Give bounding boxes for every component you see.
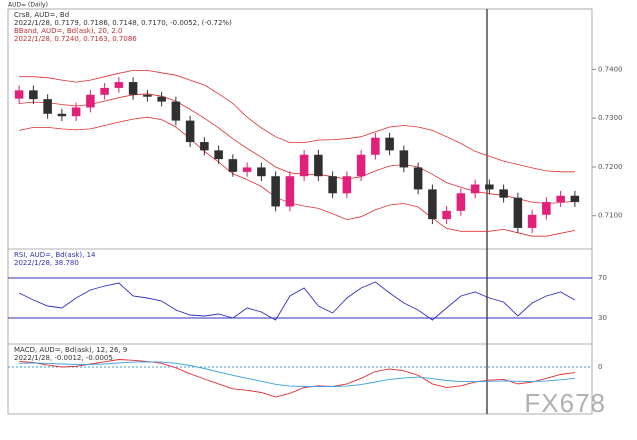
- y-tick-label: 70: [598, 274, 607, 282]
- plot-frame: [7, 8, 593, 415]
- candle-body: [299, 154, 309, 177]
- candle-body: [86, 94, 95, 108]
- y-tick-label: 0.7400: [598, 65, 623, 73]
- candle-body: [342, 176, 352, 194]
- candle-body: [257, 167, 266, 177]
- watermark: FX678: [524, 388, 606, 418]
- rsi-title: RSI, AUD=, Bd(ask), 14: [14, 251, 96, 259]
- candle-body: [57, 113, 67, 117]
- y-tick-label: 0: [598, 363, 602, 371]
- line: [19, 70, 575, 173]
- candle-body: [527, 214, 537, 228]
- price-title: Crs8, AUD=, Bd: [14, 11, 69, 19]
- candle-body: [356, 154, 366, 177]
- candle-body: [14, 90, 24, 99]
- candle-body: [114, 82, 124, 88]
- candle-body: [470, 184, 480, 194]
- candle-body: [413, 167, 423, 190]
- candle-body: [513, 197, 523, 228]
- candle-body: [43, 99, 52, 114]
- candle-body: [157, 96, 166, 102]
- macd-title: MACD, AUD=, Bd(ask), 12, 26, 9: [14, 346, 127, 354]
- candle-body: [499, 189, 508, 198]
- window-title: AUD= (Daily): [8, 2, 48, 9]
- candle-body: [285, 176, 295, 207]
- candle-body: [385, 137, 394, 151]
- candle-body: [442, 210, 451, 220]
- rsi-subtitle: 2022/1/28, 38.780: [14, 259, 79, 267]
- line: [18, 281, 576, 321]
- band-label: BBand, AUD=, Bd(ask), 20, 2.0: [14, 27, 122, 35]
- candle-body: [556, 195, 565, 203]
- candle-body: [185, 120, 195, 143]
- y-tick-label: 0.7300: [598, 114, 623, 122]
- candle-body: [314, 154, 323, 177]
- line: [19, 93, 575, 204]
- line: [19, 116, 575, 237]
- candle-body: [399, 150, 409, 168]
- candle-body: [271, 176, 280, 207]
- candle-body: [456, 193, 466, 211]
- line: [19, 361, 575, 387]
- candle-body: [328, 176, 337, 194]
- candle-body: [428, 189, 437, 220]
- candle-body: [71, 107, 81, 117]
- candle-body: [200, 142, 209, 151]
- candle-body: [570, 195, 580, 203]
- candle-body: [128, 82, 138, 95]
- candle-body: [242, 167, 252, 172]
- candle-body: [143, 94, 152, 97]
- y-tick-label: 30: [598, 314, 607, 322]
- band-values: 2022/1/28, 0.7240, 0.7163, 0.7086: [14, 35, 137, 43]
- candle-body: [371, 137, 380, 155]
- macd-subtitle: 2022/1/28, -0.0012, -0.0005: [14, 354, 113, 362]
- candle-body: [228, 159, 238, 172]
- candle-body: [214, 150, 223, 160]
- candle-body: [100, 87, 109, 95]
- candle-body: [485, 184, 494, 190]
- candle-body: [542, 202, 551, 215]
- candle-body: [29, 90, 38, 100]
- y-tick-label: 0.7200: [598, 163, 623, 171]
- candle-body: [171, 101, 181, 121]
- price-subtitle: 2022/1/28, 0.7179, 0.7186, 0.7148, 0.717…: [14, 19, 232, 27]
- y-tick-label: 0.7100: [598, 212, 623, 220]
